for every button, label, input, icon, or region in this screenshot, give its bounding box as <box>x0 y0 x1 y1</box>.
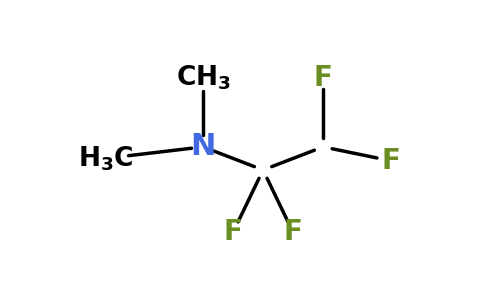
Text: F: F <box>381 147 400 175</box>
Text: F: F <box>284 218 302 246</box>
Text: $\mathregular{CH_3}$: $\mathregular{CH_3}$ <box>176 63 230 92</box>
Text: F: F <box>224 218 242 246</box>
Text: $\mathregular{H_3C}$: $\mathregular{H_3C}$ <box>77 144 134 173</box>
Text: F: F <box>314 64 333 92</box>
Text: N: N <box>190 132 216 161</box>
